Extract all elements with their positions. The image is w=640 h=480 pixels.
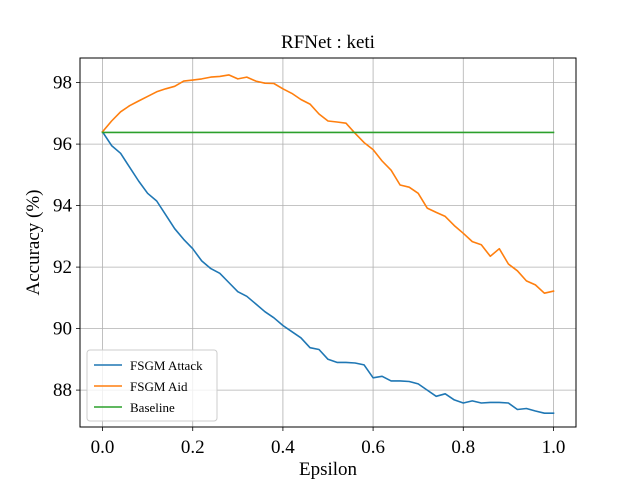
grid <box>80 58 576 427</box>
series-line-fsgm-aid <box>101 74 555 295</box>
legend-box <box>86 349 218 422</box>
plot-frame <box>79 57 577 428</box>
legend: FSGM Attack FSGM Aid Baseline <box>86 349 218 422</box>
y-axis-label: Accuracy (%) <box>23 189 44 295</box>
series-line-fsgm-attack <box>101 130 555 415</box>
y-tick-label: 88 <box>53 380 72 401</box>
y-tick-label: 90 <box>53 319 72 340</box>
legend-label: FSGM Aid <box>130 379 188 394</box>
y-tick-label: 98 <box>53 73 72 94</box>
x-tick-label: 0.6 <box>361 437 385 458</box>
y-tick-label: 92 <box>53 257 72 278</box>
axis-ticks: 0.0 0.2 0.4 0.6 0.8 1.0 88 90 92 94 96 98 <box>53 73 565 458</box>
series-lines <box>101 74 555 415</box>
x-tick-label: 0.8 <box>451 437 475 458</box>
x-tick-label: 0.0 <box>91 437 115 458</box>
y-tick-label: 96 <box>53 134 72 155</box>
x-tick-label: 1.0 <box>542 437 566 458</box>
x-axis-label: Epsilon <box>299 459 358 480</box>
y-tick-label: 94 <box>53 196 73 217</box>
chart-title: RFNet : keti <box>281 32 375 53</box>
legend-label: Baseline <box>130 400 175 415</box>
legend-label: FSGM Attack <box>130 358 203 373</box>
x-tick-label: 0.2 <box>181 437 205 458</box>
x-tick-label: 0.4 <box>271 437 295 458</box>
